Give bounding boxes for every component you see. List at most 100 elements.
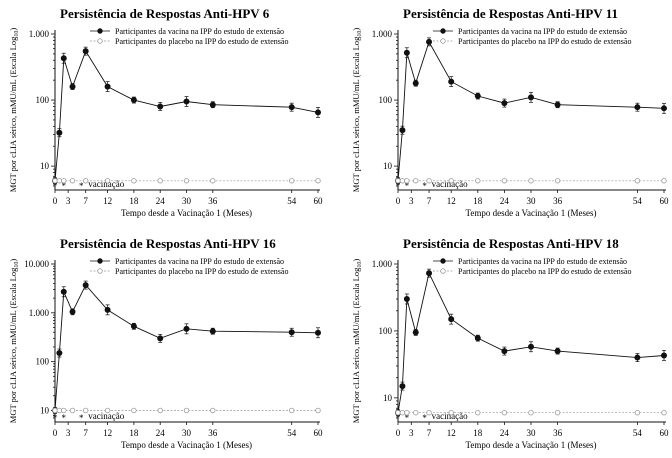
vaccination-label: vacinação — [88, 179, 124, 189]
y-axis-label-end: ) — [351, 28, 361, 31]
placebo-data-point — [554, 178, 561, 184]
vaccine-data-point — [60, 288, 67, 295]
chart-panel-2: Persistência de Respostas Anti-HPV 11 10 1… — [351, 6, 669, 218]
vaccination-marker: * — [62, 413, 67, 423]
x-tick-label: 60 — [314, 196, 324, 206]
placebo-data-point — [475, 178, 481, 184]
legend-vaccine-marker — [440, 258, 446, 264]
vaccine-data-point — [288, 104, 295, 111]
placebo-data-point — [61, 178, 67, 184]
vaccine-data-point — [403, 295, 410, 302]
vaccination-marker: * — [422, 181, 427, 191]
vaccine-data-point — [403, 49, 410, 56]
vaccine-data-point — [474, 335, 481, 342]
placebo-data-point — [69, 407, 76, 414]
x-axis-label: Tempo desde a Vacinação 1 (Meses) — [466, 440, 597, 450]
placebo-data-point — [289, 407, 295, 414]
legend-vaccine-marker — [440, 28, 446, 34]
x-tick-label: 30 — [182, 428, 192, 438]
x-axis-label: Tempo desde a Vacinação 1 (Meses) — [466, 208, 597, 218]
placebo-data-point — [131, 178, 137, 184]
placebo-data-point — [661, 410, 667, 416]
vaccination-marker: * — [79, 181, 84, 191]
placebo-data-point — [183, 407, 190, 414]
y-axis-label-sub: 10 — [14, 262, 20, 268]
placebo-data-point — [157, 178, 163, 184]
x-tick-label: 54 — [633, 428, 643, 438]
vaccine-data-point — [157, 335, 164, 342]
vaccination-marker: * — [62, 181, 67, 191]
vaccine-series-line — [397, 271, 665, 413]
placebo-data-point — [315, 178, 321, 184]
legend-label: Participantes do placebo na IPP do estud… — [115, 267, 288, 276]
x-tick-label: 24 — [156, 428, 166, 438]
vaccine-data-point — [315, 109, 321, 116]
legend-label: Participantes do placebo na IPP do estud… — [458, 267, 631, 276]
vaccination-marker: * — [53, 181, 58, 191]
vaccine-data-point — [661, 105, 667, 112]
vaccination-marker: * — [422, 413, 427, 423]
y-tick-label: 100 — [36, 357, 50, 367]
placebo-data-point — [104, 178, 111, 184]
y-axis-label-sub: 10 — [357, 262, 363, 268]
placebo-data-point — [475, 410, 481, 416]
vaccine-data-point — [209, 328, 216, 335]
legend-placebo-marker — [440, 268, 446, 274]
legend-vaccine-marker — [97, 258, 103, 264]
placebo-data-point — [82, 178, 89, 184]
chart-title: Persistência de Respostas Anti-HPV 6 — [60, 6, 270, 21]
y-axis-label-end: ) — [8, 28, 18, 31]
x-tick-label: 7 — [83, 428, 88, 438]
vaccine-data-point — [399, 383, 406, 390]
vaccine-data-point — [104, 83, 111, 90]
vaccine-data-point — [554, 348, 561, 355]
vaccine-data-point — [661, 352, 667, 359]
legend-placebo-marker — [440, 38, 446, 44]
legend-label: Participantes da vacina na IPP do estudo… — [115, 257, 284, 266]
x-tick-label: 24 — [156, 196, 166, 206]
placebo-data-point — [395, 178, 401, 184]
vaccine-data-point — [130, 323, 137, 330]
x-tick-label: 3 — [66, 428, 71, 438]
placebo-data-point — [131, 407, 137, 414]
vaccination-marker: * — [405, 413, 410, 423]
placebo-data-point — [315, 407, 321, 414]
legend-label: Participantes do placebo na IPP do estud… — [458, 37, 631, 46]
y-tick-label: 100 — [36, 95, 50, 105]
y-tick-label: 10.000 — [24, 259, 49, 269]
vaccine-data-point — [82, 48, 89, 55]
placebo-data-point — [52, 178, 58, 184]
x-tick-label: 60 — [314, 428, 324, 438]
placebo-data-point — [56, 178, 63, 184]
vaccine-data-point — [412, 329, 419, 336]
legend-label: Participantes da vacina na IPP do estudo… — [115, 27, 284, 36]
x-tick-label: 12 — [447, 428, 456, 438]
placebo-data-point — [404, 410, 410, 416]
vaccine-data-point — [554, 101, 561, 108]
vaccination-label: vacinação — [432, 411, 468, 421]
y-tick-label: 1.000 — [372, 29, 393, 39]
vaccine-series-line — [397, 40, 665, 181]
x-tick-label: 3 — [409, 196, 414, 206]
y-axis-label-sub: 10 — [357, 31, 363, 37]
x-tick-label: 0 — [396, 196, 401, 206]
vaccine-data-point — [60, 55, 67, 62]
x-tick-label: 12 — [103, 196, 112, 206]
x-tick-label: 12 — [103, 428, 112, 438]
chart-title: Persistência de Respostas Anti-HPV 18 — [403, 236, 619, 251]
vaccination-marker: * — [79, 413, 84, 423]
x-tick-label: 18 — [473, 428, 483, 438]
y-axis-label: MGT por cLIA sérico, mMU/mL (Escala Log1… — [351, 259, 363, 424]
vaccine-data-point — [288, 329, 295, 336]
y-tick-label: 1.000 — [29, 308, 50, 318]
vaccination-label: vacinação — [432, 179, 468, 189]
placebo-data-point — [61, 407, 67, 414]
y-axis-label: MGT por cLIA sérico, mMU/mL (Escala Log1… — [8, 259, 20, 424]
placebo-data-point — [413, 178, 419, 184]
chart-panel-4: Persistência de Respostas Anti-HPV 18 10 1… — [351, 236, 669, 450]
vaccine-data-point — [448, 78, 455, 85]
vaccine-data-point — [426, 270, 433, 277]
x-tick-label: 30 — [182, 196, 192, 206]
y-tick-label: 1.000 — [372, 259, 393, 269]
placebo-data-point — [634, 410, 641, 416]
